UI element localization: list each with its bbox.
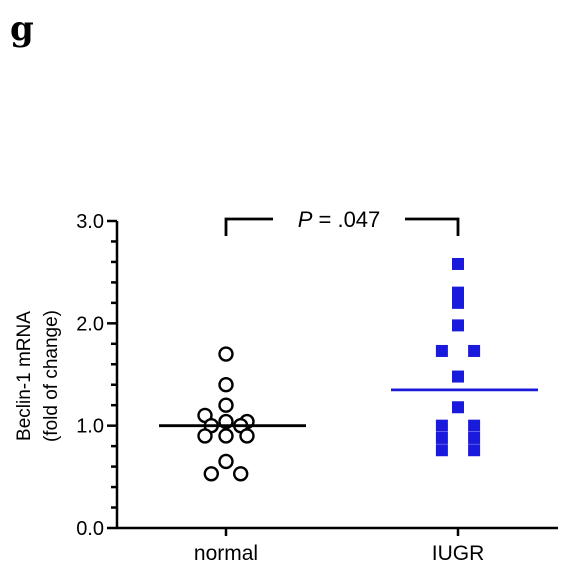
y-axis-title-line1: Beclin-1 mRNA bbox=[14, 311, 35, 441]
normal-data-point bbox=[203, 466, 220, 482]
p-value: = .047 bbox=[312, 207, 380, 232]
normal-data-point bbox=[232, 466, 249, 482]
iugr-data-point bbox=[468, 419, 481, 432]
iugr-data-point bbox=[452, 286, 464, 299]
bracket-left bbox=[224, 217, 273, 236]
normal-data-point bbox=[218, 377, 234, 393]
iugr-data-point bbox=[452, 296, 464, 309]
normal-data-point bbox=[197, 428, 213, 444]
iugr-data-point bbox=[452, 370, 464, 383]
x-category-label: normal bbox=[194, 542, 258, 565]
y-tick-label: 3.0 bbox=[76, 211, 104, 233]
iugr-data-point bbox=[452, 401, 464, 414]
iugr-data-point bbox=[468, 344, 481, 357]
iugr-data-point bbox=[468, 431, 481, 444]
bracket-right bbox=[405, 217, 460, 236]
p-symbol: P bbox=[298, 207, 313, 232]
x-category-label: IUGR bbox=[432, 542, 485, 565]
y-axis-title-line2: (fold of change) bbox=[41, 310, 62, 442]
normal-data-point bbox=[218, 346, 234, 362]
axes: 0.0 1.0 2.0 3.0 normal IUGR bbox=[76, 211, 558, 565]
iugr-data-point bbox=[452, 319, 464, 332]
normal-data-point bbox=[239, 428, 255, 444]
y-axis-title: Beclin-1 mRNA (fold of change) bbox=[14, 310, 62, 442]
normal-data-point bbox=[218, 453, 234, 470]
iugr-data-point bbox=[452, 257, 464, 270]
iugr-data-point bbox=[435, 419, 448, 432]
y-tick-label: 1.0 bbox=[76, 416, 104, 438]
iugr-data-point bbox=[435, 431, 448, 444]
iugr-data-point bbox=[435, 344, 448, 357]
normal-data-point bbox=[218, 428, 234, 444]
normal-data-point bbox=[218, 397, 234, 413]
y-tick-label: 0.0 bbox=[76, 518, 104, 540]
data-marks bbox=[159, 257, 538, 482]
y-tick-label: 2.0 bbox=[76, 313, 104, 335]
significance-bracket: P = .047 bbox=[224, 207, 460, 236]
iugr-data-point bbox=[435, 444, 448, 457]
p-value-annotation: P = .047 bbox=[298, 207, 381, 232]
panel-label: g bbox=[10, 9, 34, 49]
iugr-data-point bbox=[468, 444, 481, 457]
